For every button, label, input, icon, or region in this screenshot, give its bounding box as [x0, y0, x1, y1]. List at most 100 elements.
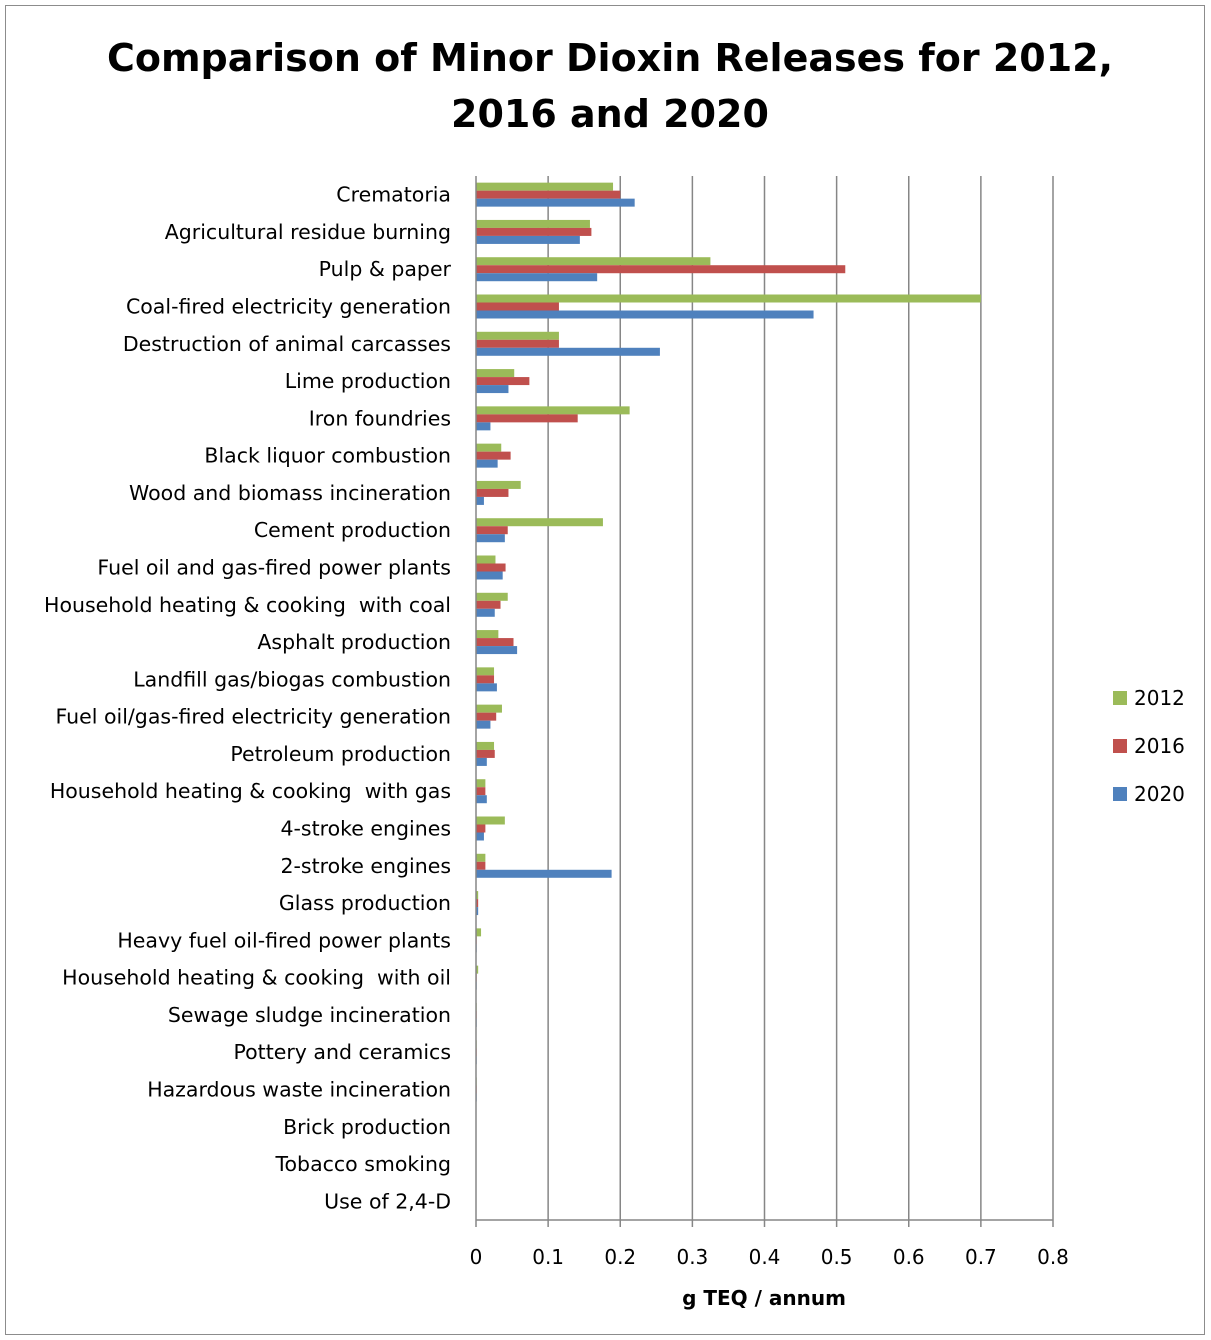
- gridlines: [475, 176, 1054, 1227]
- chart-frame: [5, 5, 1205, 1335]
- x-tick-label: 0.7: [965, 1245, 997, 1269]
- bar-2020: [476, 571, 503, 580]
- bar-2012: [476, 853, 486, 862]
- bar-2020: [476, 534, 505, 543]
- bar-2012: [476, 219, 590, 228]
- bar-2012: [476, 965, 479, 974]
- bar-2012: [476, 480, 521, 489]
- bar-2020: [476, 198, 635, 207]
- x-tick-label: 0.3: [676, 1245, 708, 1269]
- category-label: Pulp & paper: [319, 257, 452, 281]
- category-label: Household heating & cooking with oil: [62, 966, 451, 990]
- x-tick-label: 0: [470, 1245, 483, 1269]
- x-tick-labels: 0 0.1 0.2 0.3 0.4 0.5 0.6 0.7 0.8: [470, 1245, 1069, 1269]
- category-label: Fuel oil/gas-fired electricity generatio…: [55, 705, 451, 729]
- x-tick-label: 0.2: [604, 1245, 636, 1269]
- bar-2020: [476, 757, 487, 766]
- category-label: Black liquor combustion: [204, 444, 451, 468]
- bar-2020: [476, 235, 580, 244]
- bar-2012: [476, 518, 603, 527]
- bar-2020: [476, 683, 497, 692]
- bar-2016: [476, 377, 530, 386]
- category-labels: Crematoria Agricultural residue burning Pu…: [44, 183, 452, 1214]
- bar-2016: [476, 302, 559, 311]
- legend-label-2012: 2012: [1134, 686, 1185, 710]
- category-label: Lime production: [285, 369, 451, 393]
- bar-2020: [476, 273, 598, 282]
- bar-2016: [476, 190, 621, 199]
- category-label: Fuel oil and gas-fired power plants: [97, 556, 451, 580]
- category-label: 2-stroke engines: [280, 854, 451, 878]
- bar-2020: [476, 795, 487, 804]
- bar-2016: [476, 451, 511, 460]
- bar-2016: [476, 526, 508, 535]
- category-label: Crematoria: [336, 183, 451, 207]
- category-label: 4-stroke engines: [280, 817, 451, 841]
- category-label: Petroleum production: [230, 742, 451, 766]
- bar-2016: [476, 488, 509, 497]
- category-label: Household heating & cooking with gas: [50, 779, 451, 803]
- category-label: Household heating & cooking with coal: [44, 593, 451, 617]
- axes: [475, 176, 1053, 1221]
- bar-2016: [476, 600, 501, 609]
- bar-2020: [476, 422, 491, 431]
- bar-2016: [476, 414, 578, 423]
- bar-2020: [476, 646, 518, 655]
- category-label: Destruction of animal carcasses: [123, 332, 451, 356]
- bar-2020: [476, 720, 491, 729]
- x-tick-label: 0.6: [893, 1245, 925, 1269]
- legend-label-2016: 2016: [1134, 734, 1185, 758]
- category-label: Wood and biomass incineration: [129, 481, 451, 505]
- bar-2020: [476, 459, 498, 468]
- bar-2016: [476, 227, 592, 236]
- bar-2020: [476, 347, 660, 356]
- x-tick-label: 0.1: [532, 1245, 564, 1269]
- x-tick-label: 0.5: [821, 1245, 853, 1269]
- legend-label-2020: 2020: [1134, 782, 1185, 806]
- category-label: Cement production: [254, 518, 451, 542]
- chart-title: Comparison of Minor Dioxin Releases for …: [106, 36, 1114, 136]
- bar-2016: [476, 824, 486, 833]
- bar-2016: [476, 899, 479, 908]
- bar-2016: [476, 265, 846, 274]
- bar-2016: [476, 787, 486, 796]
- bar-2012: [476, 630, 499, 639]
- bar-2016: [476, 861, 486, 870]
- bar-2020: [476, 496, 484, 505]
- category-label: Coal-fired electricity generation: [126, 295, 451, 319]
- bar-2012: [476, 779, 486, 788]
- category-label: Hazardous waste incineration: [147, 1078, 451, 1102]
- bar-2020: [476, 385, 509, 394]
- category-label: Heavy fuel oil-fired power plants: [117, 928, 451, 952]
- bar-2012: [476, 257, 711, 266]
- bar-2020: [476, 608, 495, 617]
- bar-2012: [476, 443, 502, 452]
- category-label: Pottery and ceramics: [233, 1040, 451, 1064]
- bar-2012: [476, 891, 479, 900]
- category-label: Asphalt production: [257, 630, 451, 654]
- category-label: Glass production: [279, 891, 451, 915]
- bar-2020: [476, 832, 484, 841]
- legend-swatch-2012: [1113, 691, 1127, 705]
- bar-2012: [476, 928, 482, 937]
- legend-swatch-2020: [1113, 787, 1127, 801]
- bar-2012: [476, 667, 495, 676]
- bar-2020: [476, 907, 479, 916]
- bars: [476, 182, 981, 1214]
- category-label: Tobacco smoking: [274, 1152, 451, 1176]
- bar-2012: [476, 555, 496, 564]
- bar-2012: [476, 816, 505, 825]
- legend: 2012 2016 2020: [1113, 686, 1185, 806]
- bar-2016: [476, 749, 495, 758]
- bar-2016: [476, 563, 506, 572]
- bar-2016: [476, 712, 497, 721]
- bar-2016: [476, 638, 514, 647]
- bar-2020: [476, 869, 612, 878]
- bar-2012: [476, 294, 981, 303]
- bar-2012: [476, 331, 559, 340]
- category-label: Sewage sludge incineration: [168, 1003, 451, 1027]
- legend-swatch-2016: [1113, 739, 1127, 753]
- category-label: Agricultural residue burning: [165, 220, 451, 244]
- x-tick-label: 0.4: [749, 1245, 781, 1269]
